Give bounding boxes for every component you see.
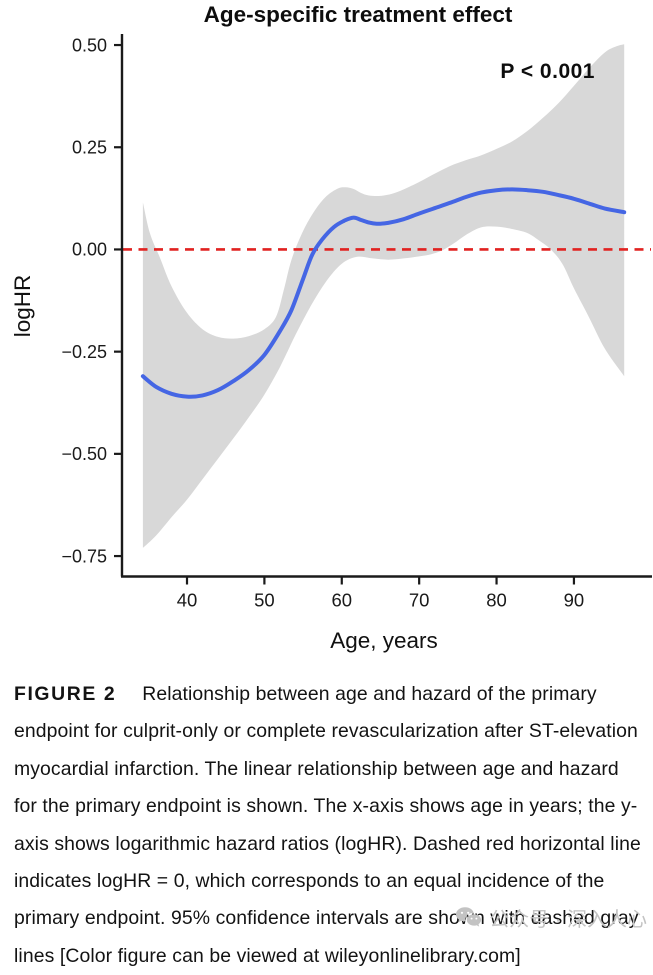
watermark-text: 公众号 · 深入人心: [489, 909, 647, 931]
y-tick-label: 0.00: [72, 240, 107, 260]
confidence-band: [142, 44, 625, 548]
y-tick-label: −0.75: [61, 546, 107, 566]
loghr-curve: [140, 187, 627, 399]
x-tick-label: 60: [331, 590, 352, 611]
y-tick-label: 0.50: [72, 35, 107, 55]
y-tick-label: −0.25: [61, 342, 107, 362]
y-tick-label: 0.25: [72, 138, 107, 158]
chart-title: Age-specific treatment effect: [204, 2, 513, 27]
wechat-icon: [455, 906, 482, 929]
page: { "page": { "background": "#ffffff" }, "…: [10, 2, 652, 967]
x-tick-label: 90: [564, 590, 585, 611]
x-tick-label: 50: [254, 590, 275, 611]
p-value-annotation: P < 0.001: [500, 60, 595, 83]
x-tick-label: 70: [409, 590, 430, 611]
figure-chart: 0.50 0.25 0.00 −0.25 −0.50 −0.75 40 50 60 70 80 90 A…: [10, 2, 652, 653]
x-tick-label: 80: [486, 590, 507, 611]
x-tick-label: 40: [177, 590, 198, 611]
y-axis-title: logHR: [10, 275, 35, 338]
treatment-effect-chart: 0.50 0.25 0.00 −0.25 −0.50 −0.75 40 50 60 70 80 90 A…: [10, 2, 652, 653]
y-tick-label: −0.50: [61, 444, 107, 464]
watermark: 公众号 · 深入人心: [455, 903, 647, 932]
x-axis-title: Age, years: [330, 628, 438, 653]
figure-caption-label: FIGURE 2: [14, 683, 117, 705]
